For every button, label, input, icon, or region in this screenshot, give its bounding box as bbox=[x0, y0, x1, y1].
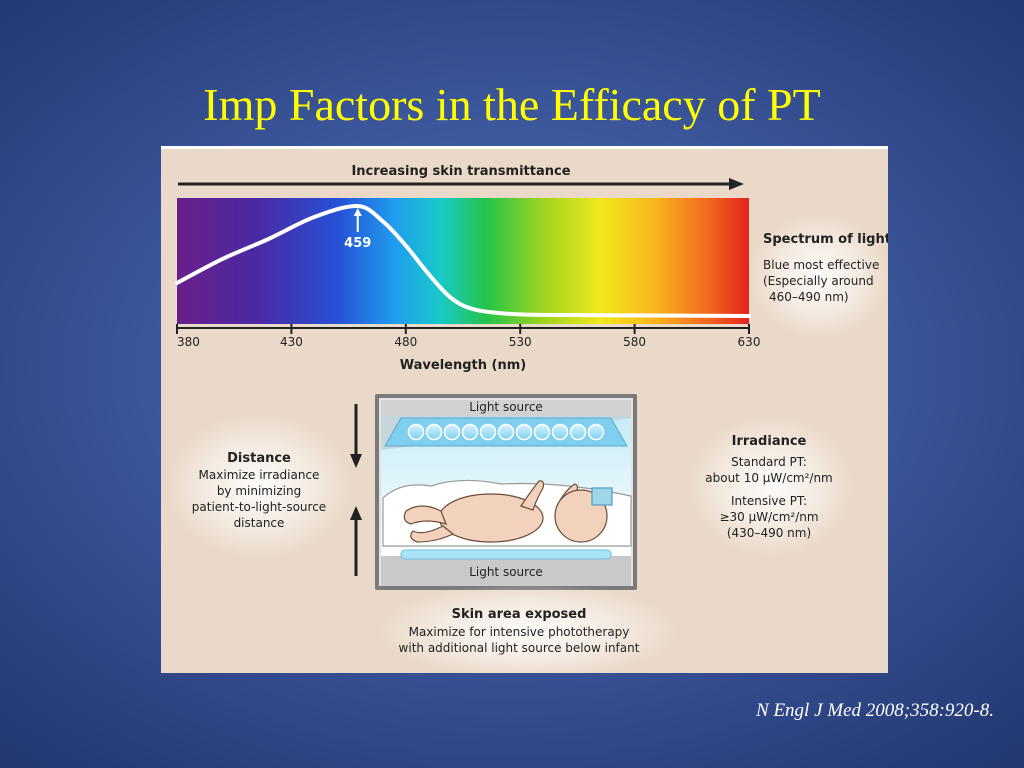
transmittance-arrowhead bbox=[729, 178, 744, 190]
light-bulb bbox=[461, 423, 479, 441]
distance-note-line-1: Maximize irradiance bbox=[199, 468, 320, 482]
x-tick-label: 480 bbox=[394, 335, 417, 349]
spectrum-note-title: Spectrum of light bbox=[763, 232, 888, 247]
distance-note-line-4: distance bbox=[234, 516, 285, 530]
x-tick-label: 380 bbox=[177, 335, 200, 349]
x-tick-label: 430 bbox=[280, 335, 303, 349]
spectrum-note-glow bbox=[749, 214, 889, 338]
distance-arrow-up-head bbox=[350, 506, 362, 520]
x-tick-label: 530 bbox=[509, 335, 532, 349]
phototherapy-figure: Increasing skin transmittance 459 380 430… bbox=[161, 146, 891, 679]
irradiance-standard-line-1: Standard PT: bbox=[731, 455, 807, 469]
spectrum-note-line-3: 460–490 nm) bbox=[769, 290, 849, 304]
x-axis-ticks: 380 430 480 530 580 630 bbox=[176, 324, 761, 349]
distance-arrow-down-head bbox=[350, 454, 362, 468]
x-tick-label: 580 bbox=[623, 335, 646, 349]
skin-note-line-2: with additional light source below infan… bbox=[399, 641, 640, 655]
light-bulb bbox=[569, 423, 587, 441]
x-tick-label: 630 bbox=[738, 335, 761, 349]
slide-title: Imp Factors in the Efficacy of PT bbox=[203, 79, 821, 130]
absorbance-curve bbox=[175, 203, 751, 318]
figure-top-border bbox=[161, 146, 888, 149]
peak-arrowhead bbox=[353, 208, 362, 216]
light-bulb bbox=[425, 423, 443, 441]
distance-note-line-2: by minimizing bbox=[217, 484, 301, 498]
infant-illustration bbox=[382, 479, 632, 547]
spectrum-note-line-2: (Especially around bbox=[763, 274, 874, 288]
irradiance-note-title: Irradiance bbox=[732, 434, 807, 449]
light-bulb bbox=[533, 423, 551, 441]
spectrum-note-line-1: Blue most effective bbox=[763, 258, 879, 272]
distance-note-line-3: patient-to-light-source bbox=[192, 500, 326, 514]
incubator-top-label: Light source bbox=[469, 400, 543, 414]
distance-note-glow bbox=[167, 414, 351, 558]
light-bulb bbox=[407, 423, 425, 441]
incubator-bottom-label: Light source bbox=[469, 565, 543, 579]
spectrum-bar bbox=[177, 198, 749, 324]
irradiance-intensive-line-1: Intensive PT: bbox=[731, 494, 807, 508]
figure-svg: Increasing skin transmittance 459 380 430… bbox=[167, 164, 891, 679]
distance-note-title: Distance bbox=[227, 451, 291, 466]
light-bulb bbox=[443, 423, 461, 441]
irradiance-standard-line-2: about 10 μW/cm²/nm bbox=[705, 471, 833, 485]
irradiance-note-glow bbox=[689, 416, 853, 556]
peak-label: 459 bbox=[344, 236, 371, 251]
citation: N Engl J Med 2008;358:920-8. bbox=[756, 700, 994, 721]
skin-note-glow bbox=[378, 583, 678, 679]
skin-note-line-1: Maximize for intensive phototherapy bbox=[409, 625, 630, 639]
irradiance-intensive-line-3: (430–490 nm) bbox=[727, 526, 811, 540]
light-bulbs bbox=[407, 423, 605, 441]
light-bulb bbox=[497, 423, 515, 441]
light-bulb bbox=[587, 423, 605, 441]
light-bulb bbox=[479, 423, 497, 441]
transmittance-label: Increasing skin transmittance bbox=[351, 164, 570, 179]
irradiance-intensive-line-2: ≥30 μW/cm²/nm bbox=[719, 510, 818, 524]
x-axis-label: Wavelength (nm) bbox=[400, 358, 526, 373]
skin-note-title: Skin area exposed bbox=[452, 607, 587, 622]
light-bulb bbox=[551, 423, 569, 441]
light-bulb bbox=[515, 423, 533, 441]
